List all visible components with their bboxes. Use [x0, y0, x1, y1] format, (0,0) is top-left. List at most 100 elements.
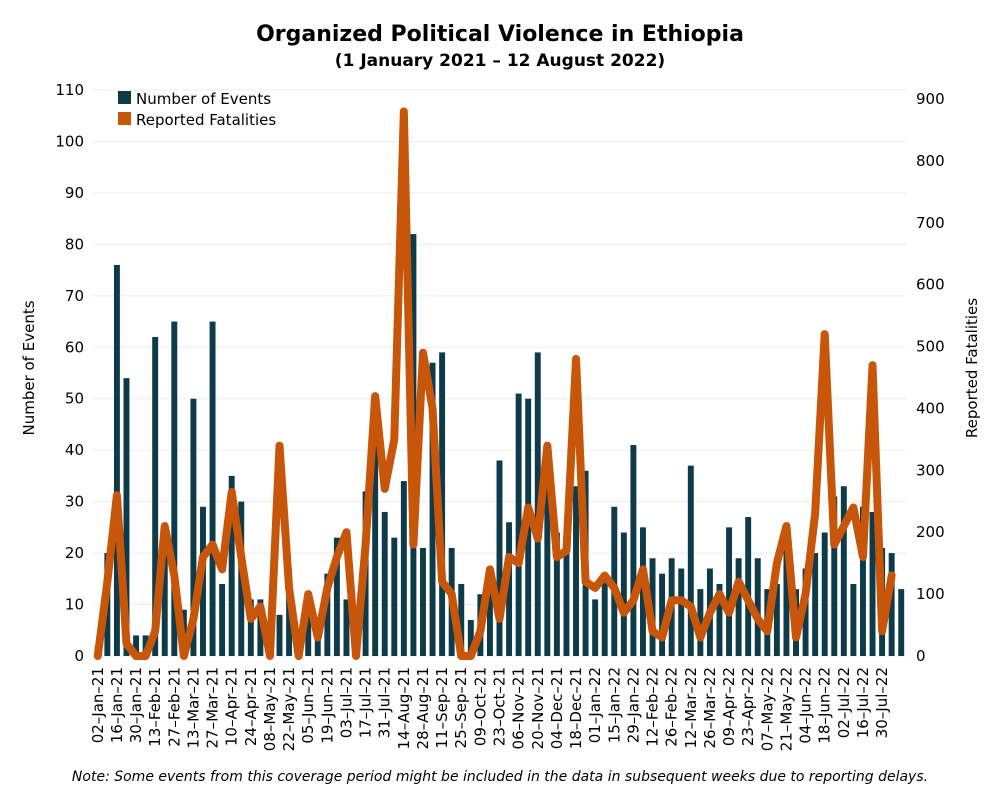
bar — [515, 393, 522, 656]
y-tick-label-right: 100 — [916, 585, 945, 603]
chart-title: Organized Political Violence in Ethiopia — [256, 22, 744, 47]
y-tick-label-left: 100 — [55, 132, 84, 150]
x-tick-label: 24–Apr–21 — [242, 667, 260, 746]
legend-label-events: Number of Events — [136, 90, 271, 108]
bar — [544, 470, 551, 656]
x-tick-label: 05–Jun–21 — [299, 667, 317, 744]
x-tick-label: 23–Apr–22 — [739, 667, 757, 746]
bar — [859, 506, 866, 656]
y-tick-label-left: 70 — [65, 287, 84, 305]
bar — [726, 527, 733, 656]
bar — [343, 599, 350, 656]
bar — [506, 522, 513, 656]
y-tick-label-right: 500 — [916, 338, 945, 356]
bar — [400, 481, 407, 656]
bar — [458, 583, 465, 656]
y-tick-label-right: 800 — [916, 152, 945, 170]
bar — [324, 573, 331, 656]
x-tick-label: 31–Jul–21 — [376, 667, 394, 738]
x-tick-label: 27–Feb–21 — [165, 667, 183, 747]
bar — [888, 553, 895, 656]
x-tick-label: 09–Oct–21 — [471, 667, 489, 746]
bar — [439, 352, 446, 656]
y-tick-label-left: 0 — [74, 647, 84, 665]
bar — [754, 558, 761, 656]
bar — [381, 511, 388, 656]
y-tick-label-right: 600 — [916, 276, 945, 294]
bar — [123, 378, 130, 656]
bar — [630, 445, 637, 656]
line-series — [93, 107, 896, 660]
bar — [420, 547, 426, 656]
x-tick-label: 28–Aug–21 — [414, 667, 432, 749]
bar — [601, 573, 608, 656]
y-tick-label-left: 60 — [65, 338, 84, 356]
x-tick-label: 02–Jan–21 — [89, 667, 107, 743]
y-tick-label-left: 10 — [65, 596, 84, 614]
bar — [152, 336, 159, 656]
bar — [257, 599, 264, 656]
bar — [773, 583, 780, 656]
bar — [553, 532, 560, 656]
bar — [745, 517, 752, 656]
bar — [171, 321, 178, 656]
x-tick-label: 02–Jul–22 — [835, 667, 853, 738]
legend-label-fatalities: Reported Fatalities — [136, 111, 276, 129]
x-tick-label: 29–Jan–22 — [624, 667, 642, 743]
bar — [563, 532, 570, 656]
x-tick-label: 22–May–21 — [280, 667, 298, 751]
bar — [486, 583, 493, 656]
x-tick-label: 12–Mar–22 — [682, 667, 700, 748]
x-tick-label: 04–Dec–21 — [548, 667, 566, 749]
bar — [113, 264, 120, 656]
bar — [850, 583, 857, 656]
bar — [190, 398, 197, 656]
x-tick-label: 04–Jun–22 — [797, 667, 815, 744]
bar — [840, 486, 847, 656]
x-tick-label: 13–Mar–21 — [184, 667, 202, 748]
bar — [620, 532, 627, 656]
x-tick-label: 17–Jul–21 — [357, 667, 375, 738]
x-tick-label: 03–Jul–21 — [337, 667, 355, 738]
bar — [496, 460, 503, 656]
bar — [592, 599, 599, 656]
bar — [276, 614, 283, 656]
bar — [659, 573, 666, 656]
fatalities-line — [93, 107, 896, 660]
bar — [812, 553, 819, 656]
x-tick-label: 27–Mar–21 — [204, 667, 222, 748]
x-tick-label: 16–Jul–22 — [854, 667, 872, 738]
x-tick-label: 06–Nov–21 — [510, 667, 528, 749]
chart-subtitle: (1 January 2021 – 12 August 2022) — [335, 51, 665, 71]
x-tick-label: 18–Dec–21 — [567, 667, 585, 749]
bar — [161, 553, 168, 656]
bar — [716, 583, 723, 656]
bar — [898, 589, 905, 656]
y-tick-label-right: 300 — [916, 461, 945, 479]
bar — [333, 537, 340, 656]
x-tick-label: 30–Jul–22 — [873, 667, 891, 738]
y-tick-label-right: 900 — [916, 90, 945, 108]
bar — [697, 589, 704, 656]
bar — [783, 542, 790, 656]
bar — [573, 486, 579, 656]
x-tick-label: 09–Apr–22 — [720, 667, 738, 746]
x-tick-label: 18–Jun–22 — [816, 667, 834, 744]
y-tick-label-left: 110 — [55, 81, 84, 99]
x-tick-label: 19–Jun–21 — [318, 667, 336, 744]
footnote: Note: Some events from this coverage per… — [72, 769, 928, 785]
right-axis-ticks: 0 100 200 300 400 500 600 700 800 900 — [916, 90, 945, 665]
x-tick-label: 26–Feb–22 — [663, 667, 681, 747]
y-tick-label-left: 20 — [65, 544, 84, 562]
legend-swatch-events — [118, 91, 131, 104]
x-tick-label: 08–May–21 — [261, 667, 279, 751]
y-axis-label-left: Number of Events — [20, 300, 38, 435]
bar — [372, 445, 379, 656]
bar — [869, 511, 876, 656]
x-tick-label: 14–Aug–21 — [395, 667, 413, 749]
x-tick-label: 20–Nov–21 — [529, 667, 547, 749]
bar — [735, 558, 742, 656]
bar — [467, 619, 474, 656]
y-tick-label-left: 90 — [65, 184, 84, 202]
